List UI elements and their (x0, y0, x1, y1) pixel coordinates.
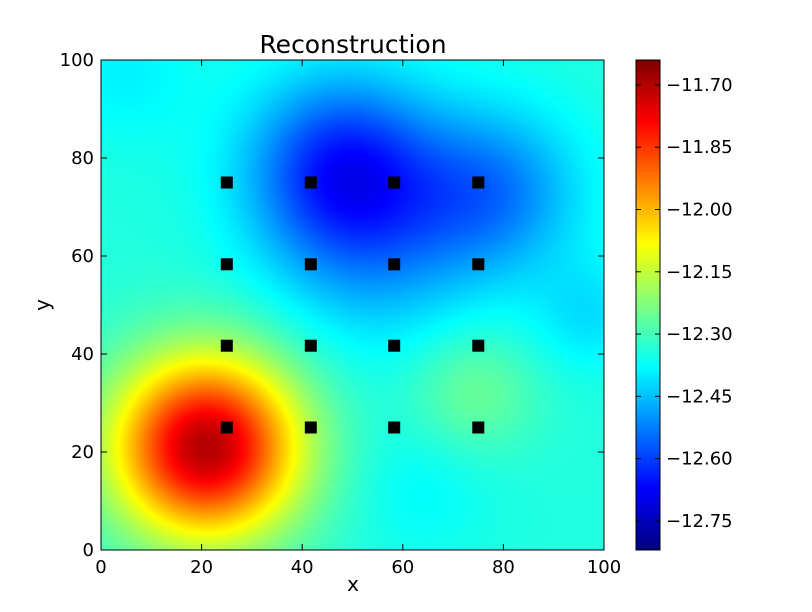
sample-marker (388, 176, 401, 189)
x-tick-label: 100 (587, 557, 621, 578)
sample-marker (472, 176, 485, 189)
colorbar-ticks: −11.70 −11.85 −12.00 −12.15 −12.30 −12.45 −12.… (636, 75, 733, 532)
sample-marker (472, 258, 485, 271)
sample-marker (304, 339, 317, 352)
sample-marker (472, 421, 485, 434)
colorbar-tick-label: −12.15 (666, 262, 733, 283)
colorbar-tick-label: −12.75 (666, 511, 733, 532)
sample-marker (220, 258, 233, 271)
x-tick-label: 60 (391, 557, 414, 578)
sample-marker (304, 176, 317, 189)
sample-marker (220, 176, 233, 189)
x-tick-label: 20 (190, 557, 213, 578)
sample-marker (472, 339, 485, 352)
sample-markers (220, 176, 485, 434)
x-tick-label: 0 (95, 557, 106, 578)
x-tick-label: 40 (291, 557, 314, 578)
y-tick-label: 100 (60, 50, 94, 71)
sample-marker (388, 258, 401, 271)
x-tick-label: 80 (492, 557, 515, 578)
colorbar-gradient (636, 60, 660, 550)
y-tick-label: 40 (71, 344, 94, 365)
colorbar-tick-label: −12.45 (666, 386, 733, 407)
y-tick-label: 20 (71, 442, 94, 463)
sample-marker (220, 421, 233, 434)
sample-marker (388, 339, 401, 352)
y-tick-label: 0 (83, 540, 94, 561)
plot-frame (100, 59, 605, 551)
colorbar-tick-label: −12.30 (666, 324, 733, 345)
x-axis-label: x (347, 572, 359, 596)
colorbar-tick-label: −11.70 (666, 75, 733, 96)
y-tick-label: 80 (71, 148, 94, 169)
sample-marker (304, 258, 317, 271)
colorbar-tick-label: −11.85 (666, 137, 733, 158)
y-tick-label: 60 (71, 246, 94, 267)
sample-marker (220, 339, 233, 352)
colorbar-tick-label: −12.60 (666, 449, 733, 470)
chart-title: Reconstruction (259, 30, 446, 59)
colorbar-frame (635, 59, 661, 551)
heatmap-field (101, 60, 604, 550)
sample-marker (304, 421, 317, 434)
y-axis-label: y (30, 299, 54, 311)
colorbar-tick-label: −12.00 (666, 199, 733, 220)
y-axis-ticks: 0 20 40 60 80 100 (60, 50, 604, 561)
sample-marker (388, 421, 401, 434)
x-axis-ticks: 0 20 40 60 80 100 (95, 60, 621, 578)
